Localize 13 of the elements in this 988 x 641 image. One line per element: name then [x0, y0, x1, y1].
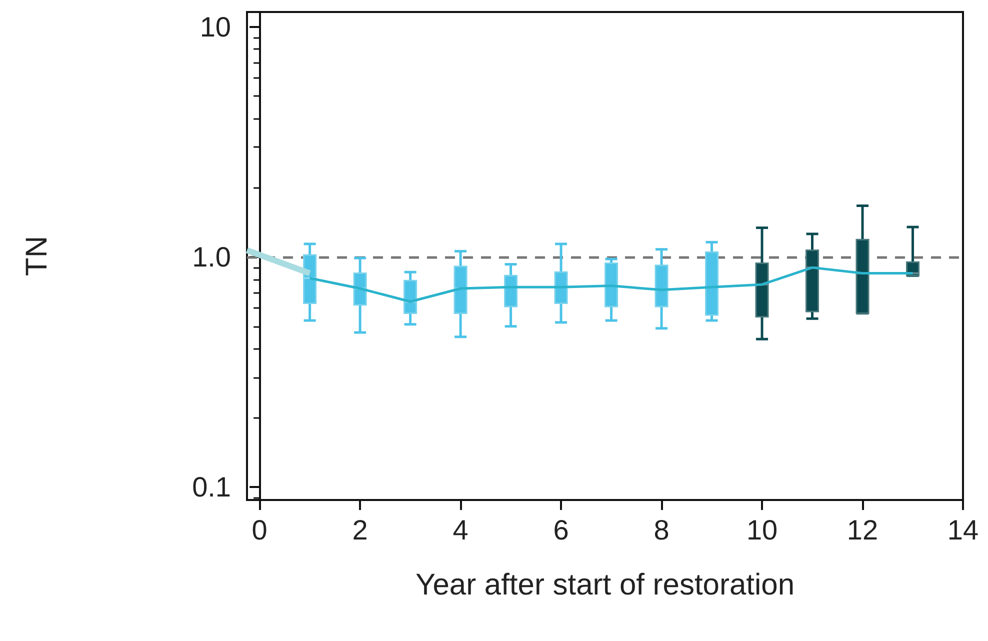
x-tick-label: 10: [746, 514, 778, 546]
x-tick-label: 2: [352, 514, 368, 546]
y-tick-label: 1.0: [192, 242, 231, 273]
x-tick-label: 8: [654, 514, 670, 546]
x-axis-title: Year after start of restoration: [415, 568, 795, 602]
x-tick-label: 6: [553, 514, 569, 546]
x-tick-label: 12: [846, 514, 878, 546]
x-tick-label: 14: [947, 514, 979, 546]
x-tick-label: 4: [452, 514, 468, 546]
y-tick-label: 0.1: [192, 472, 231, 503]
y-axis-title: TN: [20, 236, 54, 276]
y-tick-label: 10: [200, 11, 231, 42]
x-tick-label: 0: [252, 514, 268, 546]
